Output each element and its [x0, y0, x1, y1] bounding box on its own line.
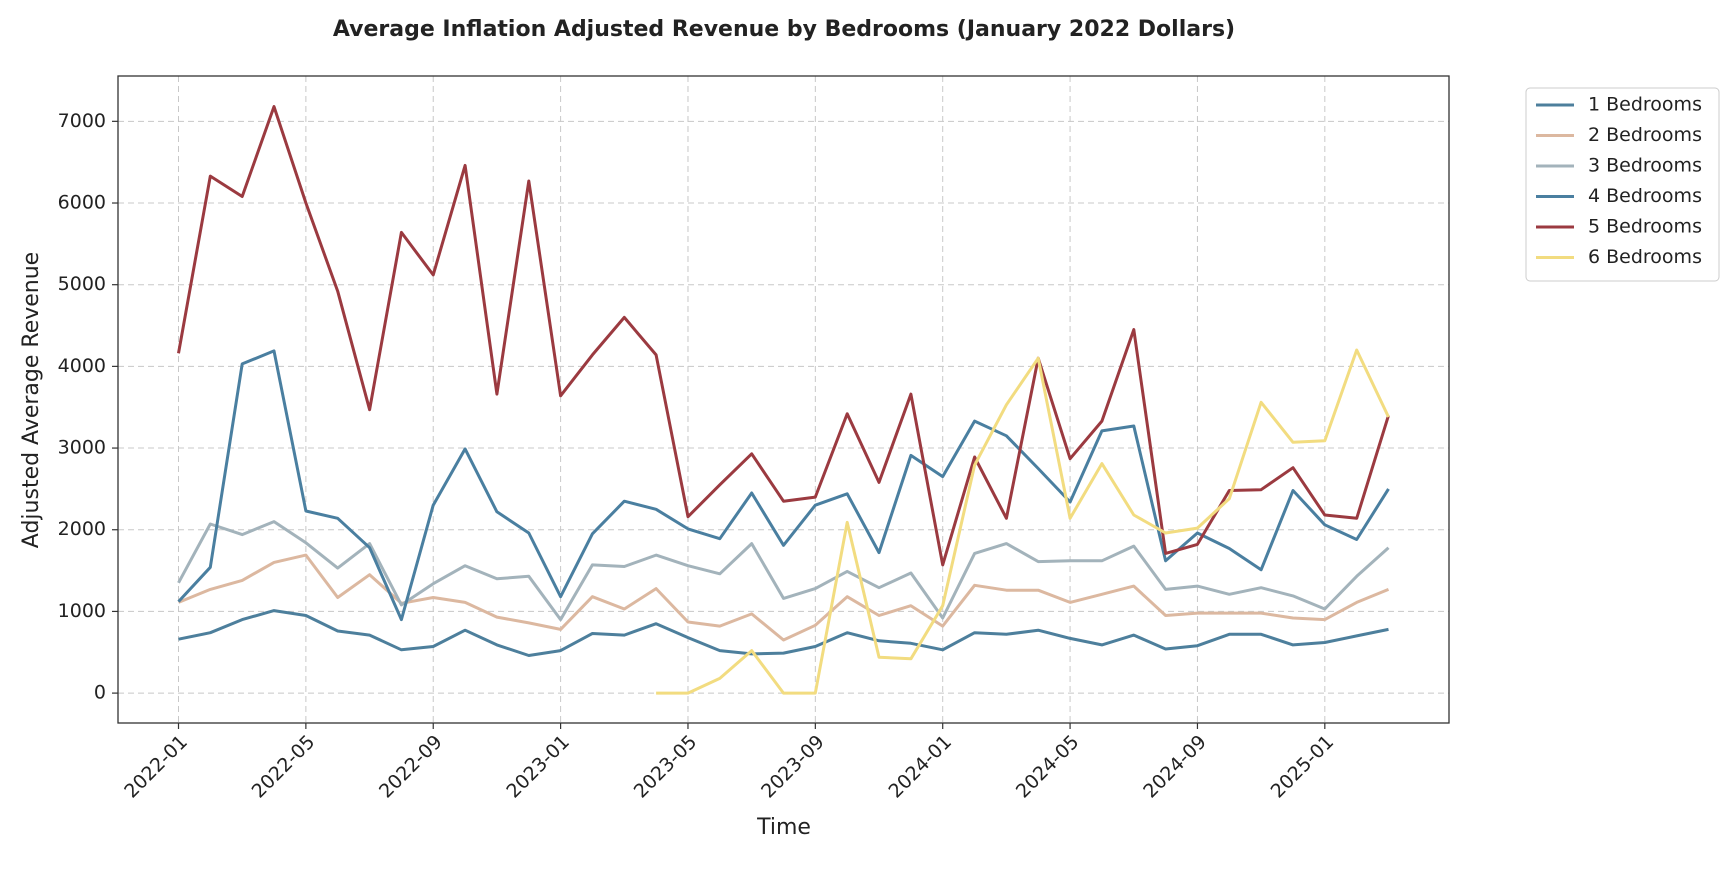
x-tick-label: 2024-05 — [1012, 731, 1084, 803]
legend-label: 2 Bedrooms — [1588, 124, 1702, 146]
y-tick-label: 0 — [94, 682, 106, 704]
chart-title: Average Inflation Adjusted Revenue by Be… — [333, 17, 1235, 42]
series-line — [177, 349, 1390, 622]
series-line — [177, 105, 1390, 567]
x-tick-label: 2022-09 — [375, 731, 447, 803]
series-line — [177, 553, 1390, 642]
y-tick-label: 5000 — [58, 273, 106, 295]
x-tick-label: 2022-01 — [120, 731, 192, 803]
y-axis-label: Adjusted Average Revenue — [19, 252, 44, 548]
x-axis-label: Time — [756, 815, 811, 840]
legend-label: 1 Bedrooms — [1588, 94, 1702, 116]
y-tick-label: 3000 — [58, 437, 106, 459]
x-tick-label: 2025-01 — [1267, 731, 1339, 803]
x-tick-label: 2024-01 — [884, 731, 956, 803]
series-line — [177, 520, 1390, 622]
y-tick-label: 7000 — [58, 110, 106, 132]
y-tick-label: 6000 — [58, 192, 106, 214]
x-tick-label: 2022-05 — [248, 731, 320, 803]
series-line — [178, 609, 1389, 657]
x-tick-label: 2023-01 — [502, 731, 574, 803]
x-tick-label: 2024-09 — [1139, 731, 1211, 803]
legend-label: 3 Bedrooms — [1588, 155, 1702, 177]
legend-label: 5 Bedrooms — [1588, 216, 1702, 238]
x-tick-label: 2023-05 — [630, 731, 702, 803]
plot-frame — [117, 75, 1450, 724]
y-tick-label: 4000 — [58, 355, 106, 377]
legend-box — [1525, 87, 1720, 282]
series-line — [656, 348, 1390, 695]
y-tick-label: 2000 — [58, 518, 106, 540]
y-tick-label: 1000 — [58, 600, 106, 622]
legend-label: 6 Bedrooms — [1588, 246, 1702, 268]
x-tick-label: 2023-09 — [757, 731, 829, 803]
legend-label: 4 Bedrooms — [1588, 185, 1702, 207]
